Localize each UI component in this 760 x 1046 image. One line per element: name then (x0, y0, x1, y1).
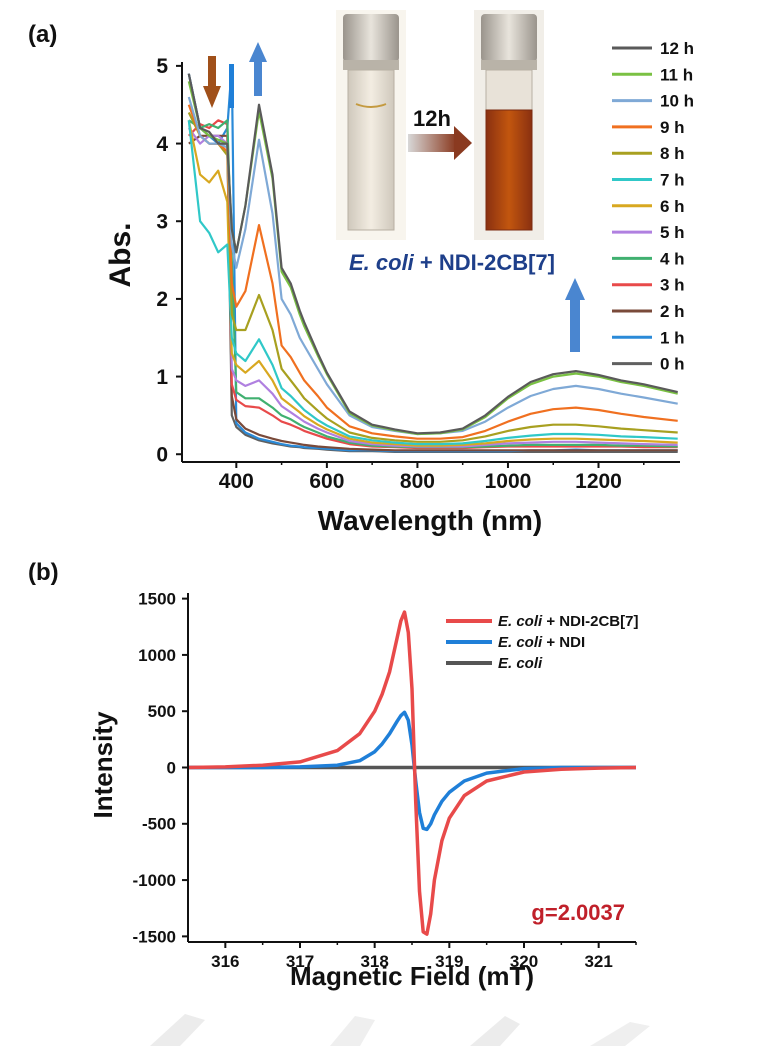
increase-arrow-icon (249, 42, 267, 96)
epr-y-tick-label: 500 (148, 702, 176, 721)
absorbance-x-tick-label: 400 (219, 470, 254, 493)
absorbance-legend-label: 12 h (660, 39, 694, 58)
absorbance-y-tick-label: 1 (156, 366, 168, 389)
absorbance-legend-label: 9 h (660, 118, 685, 137)
absorbance-legend-label: 1 h (660, 328, 685, 347)
panel-b-label: (b) (28, 559, 59, 586)
absorbance-legend-label: 2 h (660, 302, 685, 321)
inset-caption: E. coli + NDI-2CB[7] (349, 250, 555, 275)
absorbance-y-tick-label: 2 (156, 288, 168, 311)
epr-y-tick-label: -1500 (133, 927, 176, 946)
watermark-decoration (150, 1014, 650, 1046)
marker-bar-icon (229, 64, 234, 108)
epr-x-tick-label: 319 (435, 952, 463, 971)
absorbance-series-9 (188, 119, 678, 450)
absorbance-y-tick-label: 0 (156, 444, 168, 467)
g-factor-annotation: g=2.0037 (531, 900, 625, 925)
epr-x-axis-label: Magnetic Field (mT) (290, 961, 534, 991)
absorbance-y-tick-label: 4 (156, 133, 168, 156)
epr-y-axis-label: Intensity (88, 711, 118, 818)
vial-after-photo (474, 10, 544, 240)
increase-arrow-nir-icon (565, 278, 585, 352)
epr-y-tick-label: 0 (167, 758, 176, 777)
absorbance-series-10 (188, 134, 678, 452)
absorbance-x-tick-label: 600 (309, 470, 344, 493)
absorbance-series-2 (187, 96, 678, 436)
absorbance-x-tick-label: 1000 (485, 470, 532, 493)
absorbance-legend-label: 10 h (660, 92, 694, 111)
absorbance-axes: 400 600 800 1000 1200 0 1 2 3 4 5 (156, 55, 680, 493)
absorbance-legend: 12 h 11 h 10 h 9 h 8 h 7 h 6 h 5 h 4 h 3 h 2 h 1 h 0… (612, 39, 694, 374)
absorbance-legend-label: 4 h (660, 249, 685, 268)
epr-x-tick-label: 318 (360, 952, 388, 971)
absorbance-x-tick-label: 1200 (575, 470, 622, 493)
absorbance-legend-label: 6 h (660, 197, 685, 216)
epr-x-tick-label: 316 (211, 952, 239, 971)
absorbance-y-tick-label: 3 (156, 211, 168, 234)
absorbance-legend-label: 11 h (660, 65, 693, 84)
absorbance-series-5 (187, 120, 678, 446)
inset-caption-rest: + NDI-2CB[7] (414, 250, 555, 275)
absorbance-series-3 (187, 104, 678, 440)
absorbance-series-group (187, 64, 678, 453)
absorbance-legend-label: 3 h (660, 276, 685, 295)
absorbance-legend-label: 5 h (660, 223, 685, 242)
epr-y-tick-label: 1500 (138, 590, 176, 609)
epr-legend-label: E. coli (498, 655, 543, 672)
decrease-arrow-icon (203, 56, 221, 108)
epr-x-tick-label: 321 (584, 952, 612, 971)
epr-x-tick-label: 320 (510, 952, 538, 971)
absorbance-y-tick-label: 5 (156, 55, 168, 78)
epr-series-group (187, 610, 637, 936)
time-arrow-icon: 12h (408, 106, 472, 160)
absorbance-series-6 (187, 120, 678, 447)
epr-axes: 316 317 318 319 320 321 1500 1000 500 0 -500 -1000 -… (133, 590, 637, 971)
absorbance-series-8 (188, 119, 678, 449)
epr-x-tick-label: 317 (286, 952, 314, 971)
vial-before-photo (336, 10, 406, 240)
epr-y-tick-label: -500 (142, 815, 176, 834)
absorbance-x-tick-label: 800 (400, 470, 435, 493)
epr-series-0 (187, 610, 637, 936)
time-arrow-label: 12h (413, 106, 451, 131)
epr-y-tick-label: -1000 (133, 871, 176, 890)
absorbance-legend-label: 8 h (660, 144, 685, 163)
panel-a-label: (a) (28, 21, 57, 48)
absorbance-y-axis-label: Abs. (104, 222, 137, 287)
absorbance-series-0 (187, 73, 678, 435)
epr-y-tick-label: 1000 (138, 646, 176, 665)
absorbance-legend-label: 7 h (660, 171, 685, 190)
epr-legend: E. coli + NDI-2CB[7] E. coli + NDI E. coli (446, 613, 638, 672)
absorbance-series-7 (187, 127, 678, 448)
inset-caption-italic: E. coli (349, 250, 415, 275)
absorbance-x-axis-label: Wavelength (nm) (318, 505, 543, 536)
absorbance-series-4 (187, 112, 678, 443)
absorbance-legend-label: 0 h (660, 355, 685, 374)
epr-chart: 316 317 318 319 320 321 1500 1000 500 0 -500 -1000 -… (88, 590, 638, 991)
epr-legend-label: E. coli + NDI-2CB[7] (498, 613, 638, 630)
epr-legend-label: E. coli + NDI (498, 634, 585, 651)
